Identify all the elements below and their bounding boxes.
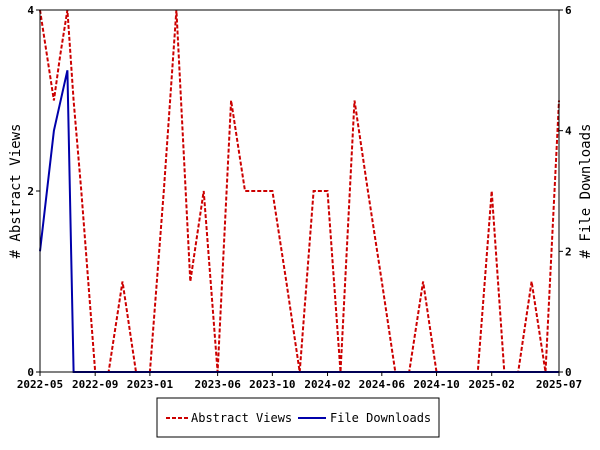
x-tick-label: 2024-10 <box>413 378 459 391</box>
x-tick-label: 2022-05 <box>17 378 63 391</box>
y-right-axis-title: # File Downloads <box>578 124 594 259</box>
y-right-tick-label: 2 <box>565 245 572 258</box>
axes: 2022-05 2022-09 2023-01 2023-06 2023-10 2024-… <box>17 4 582 391</box>
x-tick-label: 2024-02 <box>304 378 350 391</box>
x-tick-label: 2023-01 <box>127 378 174 391</box>
y-left-tick-label: 0 <box>27 366 34 379</box>
y-right-tick-label: 4 <box>565 125 572 138</box>
x-tick-label: 2024-06 <box>359 378 406 391</box>
y-left-tick-label: 4 <box>27 4 34 17</box>
x-tick-label: 2023-06 <box>194 378 241 391</box>
legend-label-file-downloads: File Downloads <box>330 411 431 425</box>
legend-label-abstract-views: Abstract Views <box>191 411 292 425</box>
legend: Abstract Views File Downloads <box>156 397 440 438</box>
x-tick-label: 2025-02 <box>469 378 515 391</box>
y-right-tick-label: 6 <box>565 4 572 17</box>
y-right-tick-label: 0 <box>565 366 572 379</box>
y-left-tick-label: 2 <box>27 185 34 198</box>
x-tick-label: 2025-07 <box>536 378 582 391</box>
series-line-abstract-views <box>39 9 560 373</box>
y-left-axis-title: # Abstract Views <box>8 124 24 259</box>
x-tick-label: 2023-10 <box>249 378 295 391</box>
plot-area <box>39 9 560 373</box>
x-tick-label: 2022-09 <box>72 378 118 391</box>
